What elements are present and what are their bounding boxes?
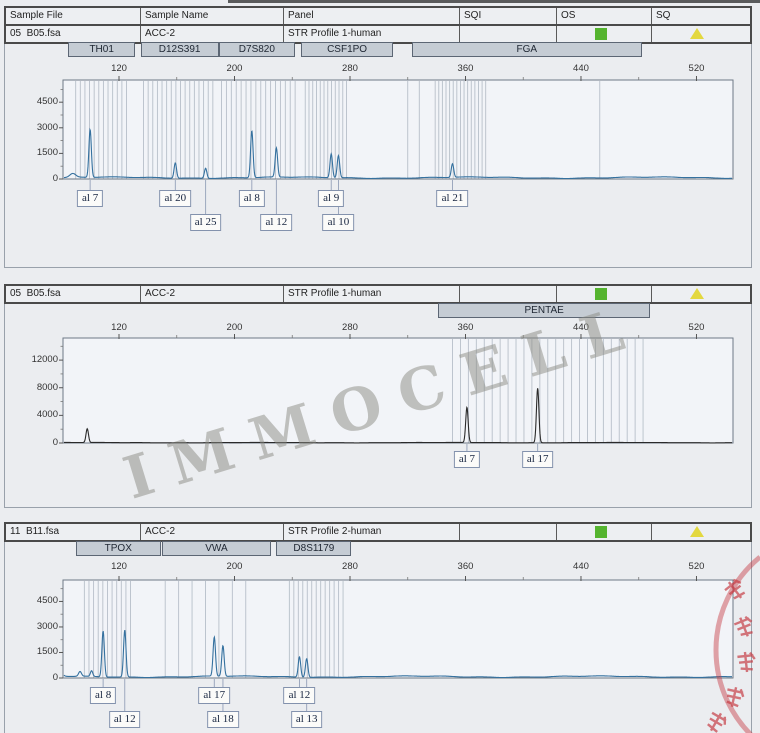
sq-warning-triangle-icon <box>690 288 704 299</box>
sq-warning-triangle-icon <box>690 526 704 537</box>
panel-cell: STR Profile 2-human <box>283 524 459 540</box>
plot-frame <box>62 579 734 679</box>
electropherogram-trace <box>64 388 732 444</box>
os-cell <box>556 286 651 302</box>
results-table-row3: 11 B11.fsa ACC-2 STR Profile 2-human <box>4 522 752 542</box>
sample-row-1: 05 B05.fsa ACC-2 STR Profile 1-human <box>6 24 750 42</box>
header-sample-name: Sample Name <box>140 8 283 24</box>
os-cell <box>556 26 651 42</box>
os-cell <box>556 524 651 540</box>
electropherogram-trace <box>63 630 732 679</box>
sq-cell <box>651 26 750 42</box>
header-sq: SQ <box>651 8 750 24</box>
sqi-cell <box>459 286 556 302</box>
sqi-cell <box>459 26 556 42</box>
panel-cell: STR Profile 1-human <box>283 26 459 42</box>
sqi-cell <box>459 524 556 540</box>
plot-frame <box>62 337 734 444</box>
header-panel: Panel <box>283 8 459 24</box>
header-os: OS <box>556 8 651 24</box>
sample-file-cell: 11 B11.fsa <box>10 526 60 537</box>
sq-cell <box>651 524 750 540</box>
scan-edge-artifact <box>228 0 760 3</box>
sq-cell <box>651 286 750 302</box>
os-status-square-icon <box>595 28 607 40</box>
sample-file-cell: 05 B05.fsa <box>10 28 61 39</box>
sample-name-cell: ACC-2 <box>140 524 283 540</box>
results-table-row2: 05 B05.fsa ACC-2 STR Profile 1-human <box>4 284 752 304</box>
sample-row-2: 05 B05.fsa ACC-2 STR Profile 1-human <box>6 286 750 302</box>
results-header-row: Sample File Sample Name Panel SQI OS SQ <box>6 8 750 24</box>
header-sqi: SQI <box>459 8 556 24</box>
os-status-square-icon <box>595 526 607 538</box>
sample-name-cell: ACC-2 <box>140 286 283 302</box>
header-sample-file: Sample File <box>10 10 63 21</box>
sample-row-3: 11 B11.fsa ACC-2 STR Profile 2-human <box>6 524 750 540</box>
sq-warning-triangle-icon <box>690 28 704 39</box>
plot-frame <box>62 79 734 180</box>
electropherogram-trace <box>64 127 732 180</box>
panel-cell: STR Profile 1-human <box>283 286 459 302</box>
sample-name-cell: ACC-2 <box>140 26 283 42</box>
sample-file-cell: 05 B05.fsa <box>10 288 61 299</box>
results-table: Sample File Sample Name Panel SQI OS SQ … <box>4 6 752 44</box>
os-status-square-icon <box>595 288 607 300</box>
